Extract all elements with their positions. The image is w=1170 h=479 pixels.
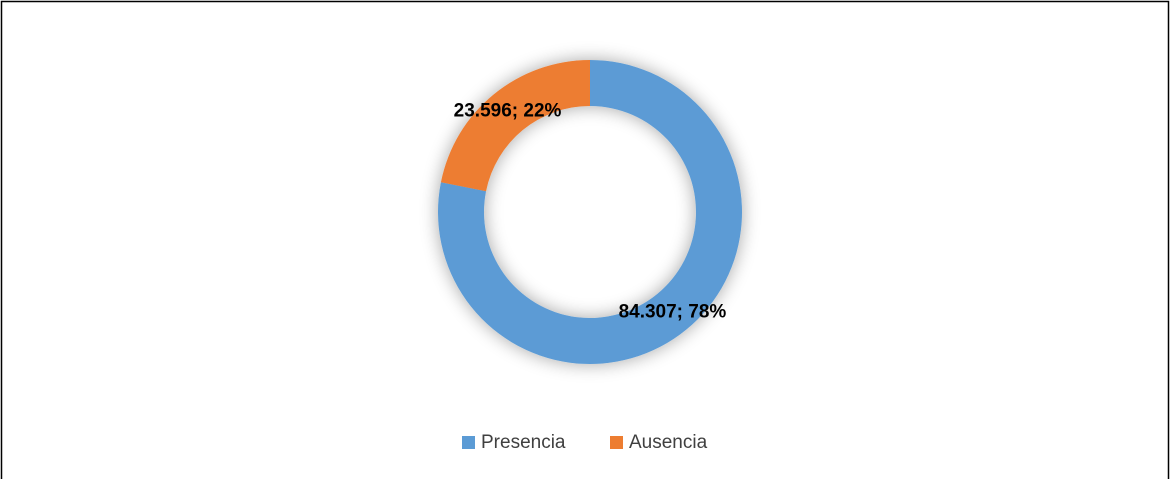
legend-swatch bbox=[462, 436, 475, 449]
donut-slice bbox=[440, 60, 590, 192]
donut bbox=[438, 60, 742, 365]
donut-slice bbox=[438, 60, 742, 365]
data-label: 23.596; 22% bbox=[454, 101, 562, 122]
legend-swatch bbox=[610, 436, 623, 449]
legend-label: Ausencia bbox=[629, 432, 708, 453]
legend-label: Presencia bbox=[481, 432, 566, 453]
data-label: 84.307; 78% bbox=[619, 302, 727, 323]
